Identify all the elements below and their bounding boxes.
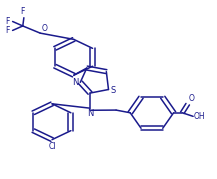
Text: F: F bbox=[6, 26, 10, 35]
Text: F: F bbox=[6, 17, 10, 26]
Text: N: N bbox=[72, 78, 79, 87]
Text: N: N bbox=[87, 109, 93, 118]
Text: F: F bbox=[20, 7, 25, 16]
Text: O: O bbox=[42, 24, 48, 33]
Text: OH: OH bbox=[194, 112, 205, 121]
Text: Cl: Cl bbox=[48, 142, 56, 151]
Text: S: S bbox=[111, 86, 116, 95]
Text: O: O bbox=[188, 94, 194, 103]
